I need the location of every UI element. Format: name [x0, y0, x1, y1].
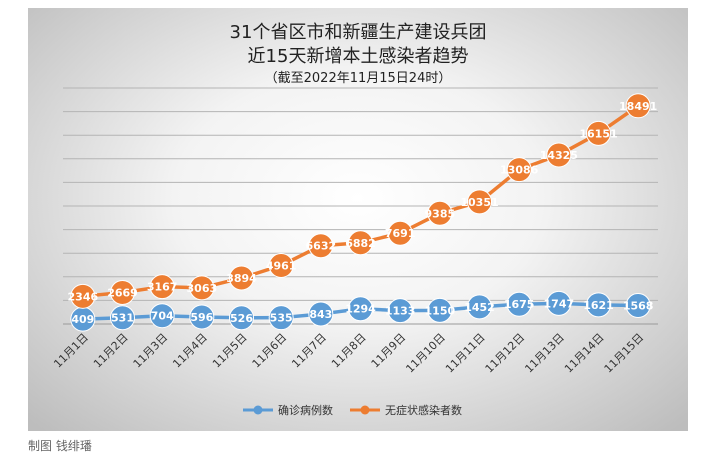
- data-label: 1621: [583, 299, 614, 312]
- data-point: [506, 157, 532, 183]
- data-point: [149, 274, 175, 300]
- data-point: [268, 252, 294, 278]
- x-tick-label: 11月2日: [91, 331, 131, 371]
- data-label: 409: [71, 313, 94, 326]
- data-point: [546, 290, 572, 316]
- legend-label: 确诊病例数: [278, 403, 333, 417]
- data-label: 1133: [385, 305, 416, 318]
- data-point: [229, 305, 254, 331]
- data-point: [268, 305, 294, 331]
- series-line: [82, 104, 640, 299]
- legend-label: 无症状感染者数: [385, 403, 462, 417]
- data-label: 3167: [147, 281, 178, 294]
- data-point: [625, 292, 651, 318]
- data-label: 6632: [306, 240, 337, 253]
- data-label: 1294: [345, 303, 376, 316]
- x-axis-labels: 11月1日 11月2日 11月3日 11月4日 11月5日 11月6日 11月7日 11月8日…: [51, 331, 646, 376]
- data-point: [586, 120, 611, 146]
- data-point: [387, 298, 413, 324]
- credit-text: 制图 钱绯璠: [28, 439, 92, 453]
- data-point: [467, 189, 492, 215]
- data-point: [467, 294, 492, 320]
- x-tick-label: 11月11日: [443, 331, 488, 376]
- data-label: 596: [190, 311, 213, 324]
- data-label: 4961: [266, 259, 297, 272]
- series-2: 2346 2669 3167 3063 3894 4961 6632 6882 7691 9385…: [68, 93, 657, 309]
- legend-item-2: 无症状感染者数: [350, 403, 462, 417]
- legend-swatch-marker: [360, 405, 370, 415]
- legend-item-1: 确诊病例数: [243, 403, 333, 417]
- data-point: [189, 304, 215, 330]
- data-point: [348, 296, 373, 322]
- series-layer: 409 531 704 596 526 535 843 1294 1133 1150 1452 167…: [68, 93, 657, 332]
- data-label: 1747: [544, 297, 575, 310]
- data-label: 7691: [385, 227, 416, 240]
- x-tick-label: 11月6日: [250, 331, 290, 371]
- data-point: [427, 200, 453, 226]
- data-label: 526: [230, 312, 253, 325]
- data-point: [229, 265, 254, 291]
- line-chart: 31个省区市和新疆生产建设兵团 近15天新增本土感染者趋势 （截至2022年11…: [51, 22, 658, 417]
- legend-swatch-marker: [253, 405, 263, 415]
- data-label: 14325: [540, 149, 578, 162]
- data-label: 704: [151, 310, 174, 323]
- x-tick-label: 11月14日: [562, 331, 607, 376]
- x-tick-label: 11月4日: [170, 331, 210, 371]
- data-label: 1568: [623, 299, 654, 312]
- data-point: [427, 297, 453, 323]
- data-label: 6882: [345, 237, 376, 250]
- legend: 确诊病例数 无症状感染者数: [243, 403, 462, 417]
- data-label: 16151: [579, 127, 617, 140]
- data-point: [387, 220, 413, 246]
- data-point: [149, 303, 175, 329]
- data-point: [308, 233, 334, 259]
- x-tick-label: 11月12日: [483, 331, 528, 376]
- data-label: 1452: [464, 301, 495, 314]
- data-point: [506, 291, 532, 317]
- chart-title-line-2: 近15天新增本土感染者趋势: [248, 46, 469, 67]
- data-label: 843: [309, 308, 332, 321]
- x-tick-label: 11月10日: [403, 331, 448, 376]
- data-point: [546, 142, 572, 168]
- x-tick-label: 11月13日: [522, 331, 567, 376]
- x-tick-label: 11月7日: [289, 331, 329, 371]
- chart-title-line-1: 31个省区市和新疆生产建设兵团: [230, 22, 487, 43]
- data-label: 1675: [504, 298, 535, 311]
- data-label: 10351: [460, 196, 498, 209]
- x-tick-label: 11月15日: [602, 331, 647, 376]
- data-point: [110, 305, 135, 331]
- data-point: [348, 230, 373, 256]
- data-point: [70, 283, 96, 309]
- x-tick-label: 11月8日: [329, 331, 369, 371]
- data-point: [189, 275, 215, 301]
- x-tick-label: 11月3日: [131, 331, 171, 371]
- data-label: 3063: [187, 282, 218, 295]
- data-label: 3894: [226, 272, 257, 285]
- data-label: 1150: [425, 304, 456, 317]
- data-label: 9385: [425, 207, 456, 220]
- data-point: [110, 280, 135, 306]
- data-label: 531: [111, 312, 134, 325]
- series-1: 409 531 704 596 526 535 843 1294 1133 1150 1452 167…: [70, 290, 654, 332]
- data-label: 18491: [619, 100, 657, 113]
- data-label: 535: [270, 312, 293, 325]
- data-label: 13086: [500, 164, 539, 177]
- chart-subtitle: （截至2022年11月15日24时）: [265, 71, 452, 86]
- x-tick-label: 11月5日: [210, 331, 250, 371]
- x-tick-label: 11月9日: [369, 331, 409, 371]
- x-tick-label: 11月1日: [51, 331, 91, 371]
- chart-frame: 31个省区市和新疆生产建设兵团 近15天新增本土感染者趋势 （截至2022年11…: [28, 8, 688, 431]
- data-label: 2669: [107, 287, 138, 300]
- data-label: 2346: [68, 290, 99, 303]
- data-point: [586, 292, 611, 318]
- data-point: [625, 93, 651, 119]
- data-point: [308, 301, 334, 327]
